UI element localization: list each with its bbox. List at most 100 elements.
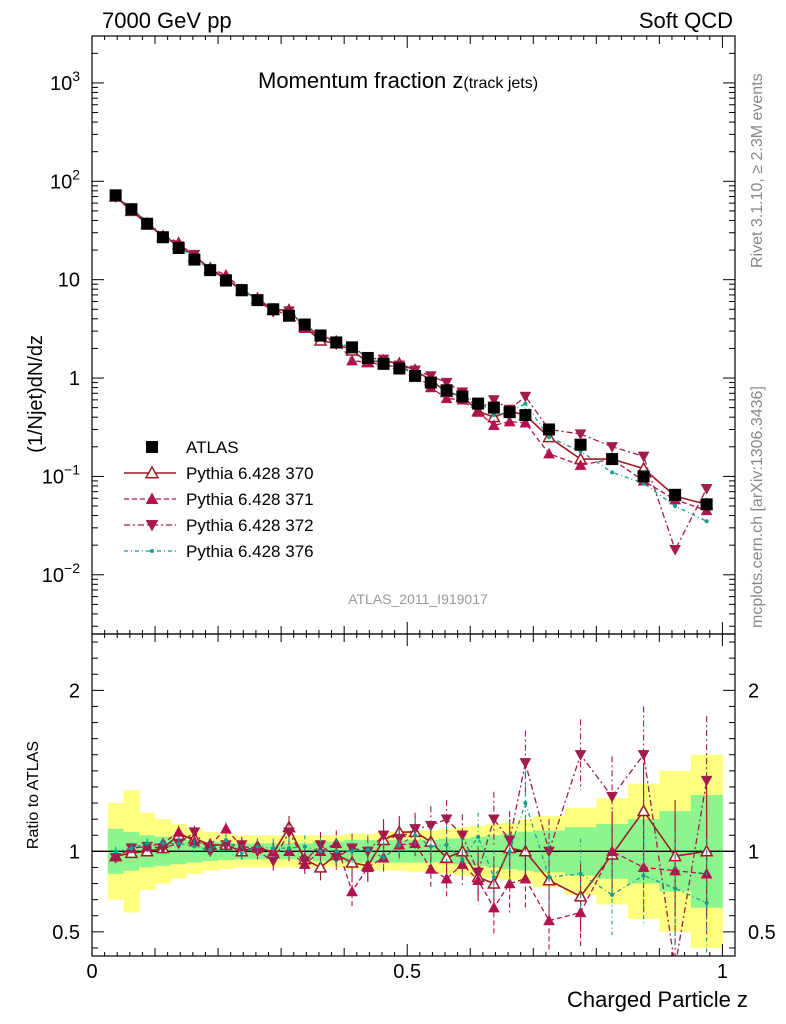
ratio-point — [543, 914, 555, 926]
main-y-tick-label: 103 — [50, 68, 80, 95]
x-tick-label: 1 — [717, 961, 728, 983]
ratio-point — [523, 801, 528, 806]
ratio-y-tick-label-right: 2 — [748, 680, 759, 702]
main-point — [523, 401, 528, 406]
ratio-point — [192, 844, 197, 849]
ratio-panel: Ratio to ATLAS 0.5 0.51 12 2 0 0.5 1 Charged … — [25, 633, 776, 1012]
main-plot-area — [91, 35, 735, 634]
ratio-plot-area — [91, 634, 735, 956]
x-axis-label: Charged Particle z — [567, 987, 748, 1012]
ratio-point — [574, 750, 587, 761]
main-point — [700, 484, 713, 495]
main-series-atlas — [109, 189, 713, 511]
legend-marker — [145, 492, 159, 505]
main-point — [491, 413, 496, 418]
ratio-point — [428, 844, 433, 849]
legend-label: Pythia 6.428 370 — [186, 464, 314, 483]
ratio-point — [239, 850, 244, 855]
main-point — [172, 241, 185, 254]
ratio-point — [271, 846, 276, 851]
main-point — [487, 401, 500, 414]
main-y-tick-exp: 3 — [72, 68, 80, 84]
main-point — [606, 442, 618, 453]
main-point — [377, 357, 390, 370]
ratio-point — [109, 853, 122, 864]
ratio-point — [302, 844, 307, 849]
main-point — [346, 341, 359, 354]
legend-label: Pythia 6.428 376 — [186, 542, 314, 561]
main-point — [610, 470, 615, 475]
ratio-point — [444, 842, 449, 847]
rivet-label: Rivet 3.1.10, ≥ 2.3M events — [749, 73, 766, 268]
main-y-tick-base: 10 — [58, 270, 80, 292]
main-point — [519, 416, 532, 428]
ratio-point — [578, 871, 583, 876]
legend-entry: Pythia 6.428 376 — [124, 542, 314, 561]
legend-entry: ATLAS — [146, 438, 239, 457]
legend-entry: Pythia 6.428 370 — [124, 464, 314, 483]
main-y-tick-label: 1 — [69, 368, 80, 390]
ratio-point — [113, 849, 118, 854]
main-point — [282, 309, 295, 322]
ratio-point — [610, 892, 615, 897]
main-point — [235, 284, 248, 297]
main-point — [574, 459, 587, 470]
main-point — [424, 376, 437, 389]
ratio-point — [519, 872, 532, 884]
main-y-tick-base: 10 — [50, 73, 72, 95]
ratio-point — [704, 900, 709, 905]
ratio-point — [188, 827, 201, 839]
main-y-tick-label: 10 — [58, 270, 80, 292]
main-point — [125, 203, 138, 216]
main-series-line — [115, 196, 708, 552]
ratio-point — [636, 804, 651, 817]
main-point — [574, 429, 587, 440]
main-y-tick-label: 10−1 — [42, 461, 80, 488]
ratio-point — [547, 875, 552, 880]
main-point — [204, 264, 217, 277]
legend-label: ATLAS — [186, 438, 239, 457]
plot-title-main: Momentum fraction — [258, 68, 452, 93]
ratio-point — [491, 875, 496, 880]
ratio-y-tick-label-right: 1 — [748, 841, 759, 863]
ratio-point — [460, 857, 465, 862]
main-point — [519, 409, 532, 422]
ratio-point — [298, 856, 311, 868]
main-point — [219, 274, 232, 287]
plot-title: Momentum fraction z(track jets) — [258, 68, 538, 93]
ratio-point — [318, 849, 323, 854]
ratio-point — [487, 901, 500, 913]
main-point — [543, 423, 556, 436]
main-panel: Momentum fraction z(track jets) ATLAS_20… — [25, 35, 736, 635]
ratio-point — [283, 827, 295, 839]
ratio-point — [413, 833, 418, 838]
ratio-point — [507, 849, 512, 854]
ratio-point — [409, 824, 422, 835]
legend-marker — [146, 441, 158, 453]
ratio-y-tick-label: 2 — [69, 680, 80, 702]
legend-entry: Pythia 6.428 372 — [124, 516, 314, 535]
ratio-point — [700, 775, 713, 787]
ratio-point — [397, 842, 402, 847]
main-point — [637, 451, 650, 463]
main-point — [700, 498, 713, 511]
ratio-point — [472, 867, 485, 879]
main-y-tick-label: 102 — [50, 166, 80, 193]
ratio-point — [208, 847, 213, 852]
plot-title-var: z — [452, 68, 463, 93]
header-left: 7000 GeV pp — [102, 8, 232, 33]
main-point — [519, 391, 532, 403]
main-point — [409, 369, 422, 382]
main-y-tick-label: 10−2 — [42, 560, 80, 587]
main-y-tick-base: 10 — [50, 171, 72, 193]
main-y-tick-exp: 2 — [72, 166, 80, 182]
main-point — [574, 438, 587, 451]
ratio-point — [424, 820, 437, 832]
ratio-point — [424, 863, 437, 874]
watermark: ATLAS_2011_I919017 — [348, 591, 488, 607]
ratio-point — [286, 846, 291, 851]
main-point — [487, 419, 500, 431]
main-point — [704, 519, 709, 524]
